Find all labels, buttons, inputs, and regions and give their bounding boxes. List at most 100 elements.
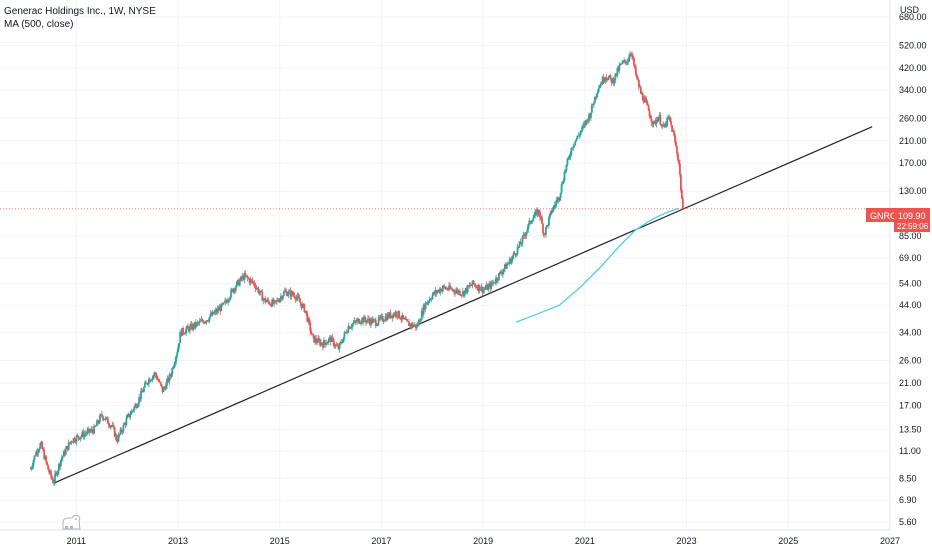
candle-body [314,337,317,343]
candle-body [101,414,103,416]
candle-body [51,476,53,480]
candle-body [556,197,559,201]
candle-body [194,322,197,327]
candle-body [148,379,151,382]
candle-body [510,258,513,264]
candle-body [493,282,495,284]
candle-body [300,303,303,308]
candle-body [593,96,596,104]
candle-body [412,325,415,327]
candle-body [47,464,50,470]
candle-body [663,124,666,128]
candle-body [440,289,443,292]
candle-body [383,320,386,322]
candle-body [409,323,411,327]
candle-body [627,61,629,63]
candle-body [410,323,412,327]
candle-body [656,120,659,122]
candle-body [169,374,172,377]
candle-body [343,332,346,338]
candle-body [76,435,79,437]
candle-body [395,312,398,316]
candle-body [466,285,469,293]
candle-body [95,425,97,427]
candle-body [56,472,58,476]
candle-body [90,429,93,431]
candle-body [235,281,238,287]
candle-body [471,280,474,286]
candle-body [263,298,266,300]
candle-body [224,300,227,303]
candle-body [568,157,571,158]
candle-body [601,76,604,85]
trendline[interactable] [53,126,873,484]
candle-body [42,448,45,451]
candle-body [217,308,220,311]
candle-body [227,300,229,303]
candle-body [676,146,678,154]
candle-body [470,285,473,287]
candle-body [269,304,272,305]
candle-body [438,289,441,293]
candle-body [378,317,381,319]
candle-body [415,324,418,328]
candle-body [39,443,42,449]
candle-body [513,253,516,254]
candle-body [106,417,109,424]
candle-body [498,273,500,280]
candle-body [543,232,545,235]
candle-body [660,124,663,127]
candle-body [570,148,573,156]
candle-body [232,289,234,293]
candle-body [287,291,290,295]
candle-body [229,297,231,300]
candle-body [184,333,186,335]
candle-body [131,410,134,412]
candle-body [355,321,358,323]
candle-body [457,289,459,294]
candle-body [516,247,519,254]
candle-body [553,204,556,206]
candle-body [552,205,555,210]
candle-body [72,438,75,443]
candle-body [149,380,152,382]
candle-body [622,61,625,63]
candle-body [156,378,159,380]
candle-body [103,419,106,420]
candle-body [602,76,605,82]
candle-body [587,119,589,122]
candle-body [412,323,414,327]
candle-body [86,430,89,434]
candle-body [371,319,374,324]
candle-body [551,209,554,213]
candle-body [219,307,222,312]
candle-body [34,455,37,457]
candle-body [503,264,506,269]
candle-body [243,273,246,280]
candle-body [282,291,285,297]
candle-body [529,220,532,224]
candle-body [87,428,90,431]
candle-body [368,320,371,325]
candle-body [457,290,460,294]
candle-body [620,63,623,65]
candle-body [80,435,83,438]
candle-body [71,442,74,443]
tradingview-logo-icon[interactable] [60,512,86,532]
candle-body [379,316,382,319]
candle-body [157,379,160,382]
candle-body [175,355,178,362]
candle-body [393,313,396,316]
candle-body [628,56,630,62]
moving-average-line[interactable] [515,207,680,323]
x-tick-label: 2017 [371,536,391,546]
candle-body [420,310,423,320]
candle-body [385,316,388,321]
candle-body [82,431,85,438]
candle-body [185,329,187,334]
candle-body [189,326,191,332]
candle-body [120,429,123,432]
candle-body [484,288,487,290]
